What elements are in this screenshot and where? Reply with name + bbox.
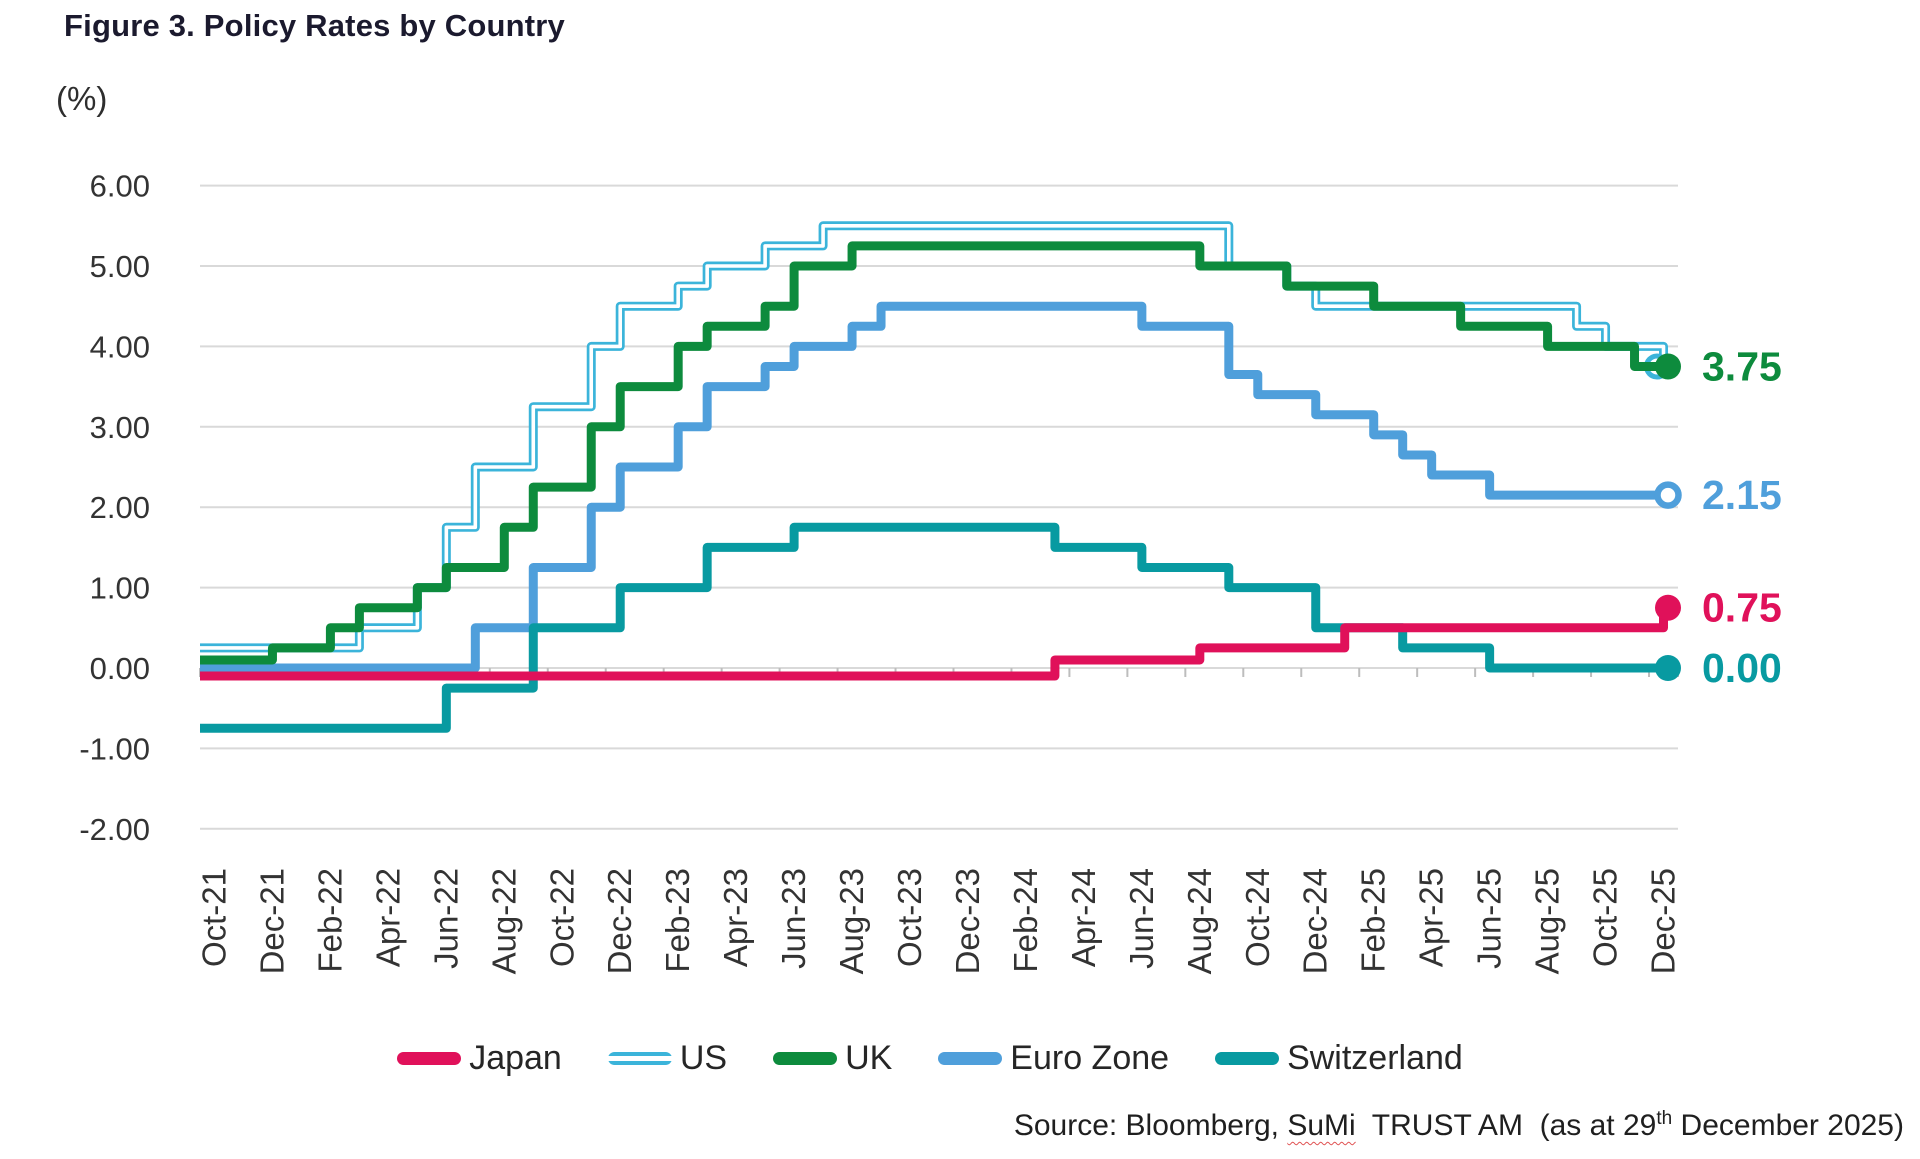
y-axis-label: 1.00 <box>90 571 150 606</box>
x-axis-label: Oct-22 <box>543 868 580 967</box>
x-axis-label: Dec-22 <box>601 868 638 974</box>
x-axis-label: Oct-23 <box>891 868 928 967</box>
legend-swatch-uk <box>773 1051 838 1065</box>
x-axis-label: Apr-23 <box>717 868 754 967</box>
source-prefix: Source: Bloomberg, <box>1013 1109 1288 1142</box>
legend-swatch-euro-zone <box>938 1051 1003 1065</box>
legend-swatch-us <box>607 1051 672 1065</box>
x-axis-label: Feb-24 <box>1007 868 1044 973</box>
end-value-label-euro-zone: 2.15 <box>1702 472 1782 518</box>
x-axis-label: Aug-22 <box>485 868 522 974</box>
x-axis-label: Jun-24 <box>1123 868 1160 969</box>
legend-label-japan: Japan <box>469 1038 562 1077</box>
source-superscript: th <box>1656 1108 1673 1129</box>
y-axis-label: 4.00 <box>90 329 150 364</box>
legend-item-euro-zone: Euro Zone <box>938 1039 1169 1078</box>
x-axis-label: Apr-25 <box>1413 868 1450 967</box>
x-axis-label: Oct-21 <box>195 868 232 967</box>
x-axis-label: Aug-24 <box>1181 868 1218 974</box>
x-axis-label: Feb-23 <box>659 868 696 973</box>
x-axis-label: Jun-22 <box>427 868 464 969</box>
series-end-marker-uk <box>1655 353 1681 380</box>
x-axis-label: Aug-25 <box>1529 868 1566 974</box>
x-axis-label: Apr-24 <box>1065 868 1102 967</box>
end-value-label-japan: 0.75 <box>1702 585 1782 631</box>
source-middle: TRUST AM (as at 29 <box>1355 1109 1657 1142</box>
x-axis-label: Dec-25 <box>1645 868 1682 974</box>
x-axis-label: Aug-23 <box>833 868 870 974</box>
legend-item-switzerland: Switzerland <box>1215 1039 1463 1078</box>
y-axis-unit-label: (%) <box>56 80 108 117</box>
x-axis-label: Feb-22 <box>311 868 348 973</box>
legend-label-us: US <box>679 1038 728 1077</box>
y-axis-label: 3.00 <box>90 410 150 445</box>
y-axis-label: -2.00 <box>79 812 150 847</box>
legend-label-switzerland: Switzerland <box>1287 1038 1463 1077</box>
chart-legend: Japan US UK Euro Zone Switzerland <box>0 1028 1860 1088</box>
x-axis-label: Jun-23 <box>775 868 812 969</box>
x-axis-label: Jun-25 <box>1471 868 1508 969</box>
legend-label-uk: UK <box>845 1038 893 1077</box>
source-brand: SuMi <box>1287 1109 1356 1142</box>
source-attribution: Source: Bloomberg, SuMi TRUST AM (as at … <box>1014 1108 1904 1143</box>
y-axis-label: -1.00 <box>79 731 150 766</box>
x-axis-label: Oct-25 <box>1587 868 1624 967</box>
legend-swatch-japan <box>397 1051 462 1065</box>
x-axis-label: Apr-22 <box>369 868 406 967</box>
y-axis-label: 0.00 <box>90 651 150 686</box>
legend-swatch-switzerland <box>1215 1051 1280 1065</box>
x-axis-label: Dec-21 <box>253 868 290 974</box>
x-axis-label: Dec-23 <box>949 868 986 974</box>
series-end-marker-japan <box>1655 594 1681 621</box>
x-axis-label: Feb-25 <box>1355 868 1392 973</box>
legend-label-euro-zone: Euro Zone <box>1010 1038 1170 1077</box>
y-axis-label: 6.00 <box>90 169 150 204</box>
legend-item-us: US <box>607 1038 728 1078</box>
legend-item-japan: Japan <box>397 1039 562 1078</box>
source-suffix: December 2025) <box>1672 1109 1904 1142</box>
series-end-marker-euro-zone <box>1654 481 1682 509</box>
series-line-us-core <box>200 224 1668 650</box>
y-axis-label: 5.00 <box>90 249 150 284</box>
x-axis-label: Oct-24 <box>1239 868 1276 967</box>
series-line-uk <box>200 241 1668 665</box>
end-value-label-uk: 3.75 <box>1702 344 1782 390</box>
legend-item-uk: UK <box>773 1039 892 1078</box>
y-axis-label: 2.00 <box>90 490 150 525</box>
series-end-marker-switzerland <box>1655 655 1681 681</box>
figure-title: Figure 3. Policy Rates by Country <box>64 8 565 43</box>
x-axis-label: Dec-24 <box>1297 868 1334 974</box>
end-value-label-switzerland: 0.00 <box>1702 645 1782 691</box>
series-line-euro-zone <box>200 301 1668 673</box>
